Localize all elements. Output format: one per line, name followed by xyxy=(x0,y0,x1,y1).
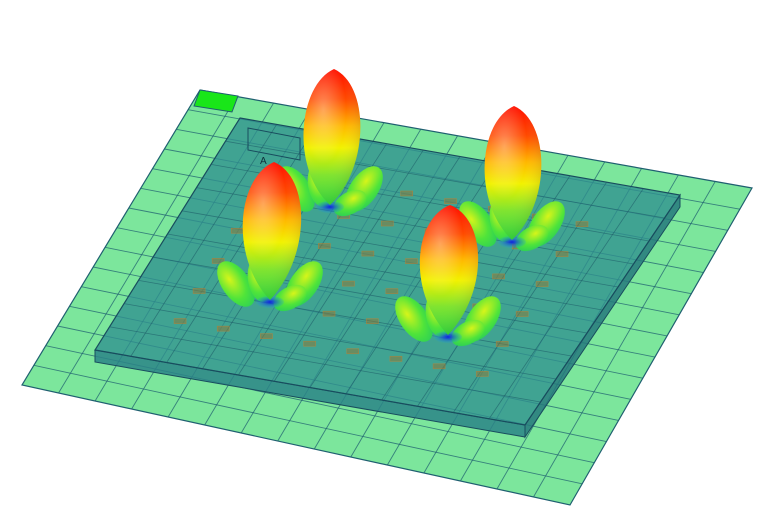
beam-base xyxy=(316,201,344,213)
side-lobe xyxy=(459,201,497,247)
beam-top-right xyxy=(459,106,565,252)
beam-bottom-right xyxy=(395,205,501,347)
main-lobe-shading xyxy=(303,69,361,205)
main-lobe-shading xyxy=(419,205,479,335)
patch-element xyxy=(361,250,375,257)
patch-element xyxy=(173,318,187,324)
patch-element xyxy=(405,258,418,264)
patch-element xyxy=(515,311,529,317)
patch-element xyxy=(216,325,230,332)
patch-element xyxy=(230,227,244,234)
patch-element xyxy=(475,371,489,377)
patch-element xyxy=(389,355,403,362)
patch-element xyxy=(342,280,355,287)
ground-grid-line xyxy=(33,364,583,485)
patch-element xyxy=(385,288,399,295)
axis-label: A xyxy=(260,156,267,167)
side-lobe xyxy=(217,261,255,307)
patch-element xyxy=(535,281,549,287)
patch-element xyxy=(432,363,446,370)
substrate-grid-line xyxy=(109,326,541,403)
side-lobe xyxy=(395,296,433,342)
patch-element xyxy=(575,221,589,227)
patch-element xyxy=(192,288,206,294)
substrate-grid-line xyxy=(167,233,603,311)
main-lobe-shading xyxy=(242,162,302,300)
patch-element xyxy=(260,333,273,339)
beam-top-left xyxy=(277,69,383,217)
patch-element xyxy=(303,340,316,347)
ground-grid-line xyxy=(58,96,238,394)
beam-base xyxy=(498,236,526,248)
corner-tile xyxy=(193,89,239,113)
ground-grid-line xyxy=(533,181,716,498)
patch-element xyxy=(380,220,394,227)
beam-base xyxy=(256,296,284,308)
beam-bottom-left xyxy=(217,162,323,312)
patch-element xyxy=(400,190,414,197)
main-lobe-shading xyxy=(484,106,542,240)
substrate-grid-line xyxy=(225,140,665,219)
patch-element xyxy=(322,310,336,317)
beam-base xyxy=(434,331,462,343)
patch-element xyxy=(492,273,505,280)
patch-element xyxy=(495,341,509,347)
substrate-grid-line xyxy=(123,303,557,380)
patch-element xyxy=(211,258,225,264)
patch-element xyxy=(346,348,360,355)
radiation-patterns xyxy=(217,69,565,347)
patch-element xyxy=(318,243,331,249)
patch-element xyxy=(555,251,569,257)
patch-element xyxy=(444,198,457,204)
inner-frame xyxy=(247,127,301,161)
patch-element xyxy=(366,318,379,325)
